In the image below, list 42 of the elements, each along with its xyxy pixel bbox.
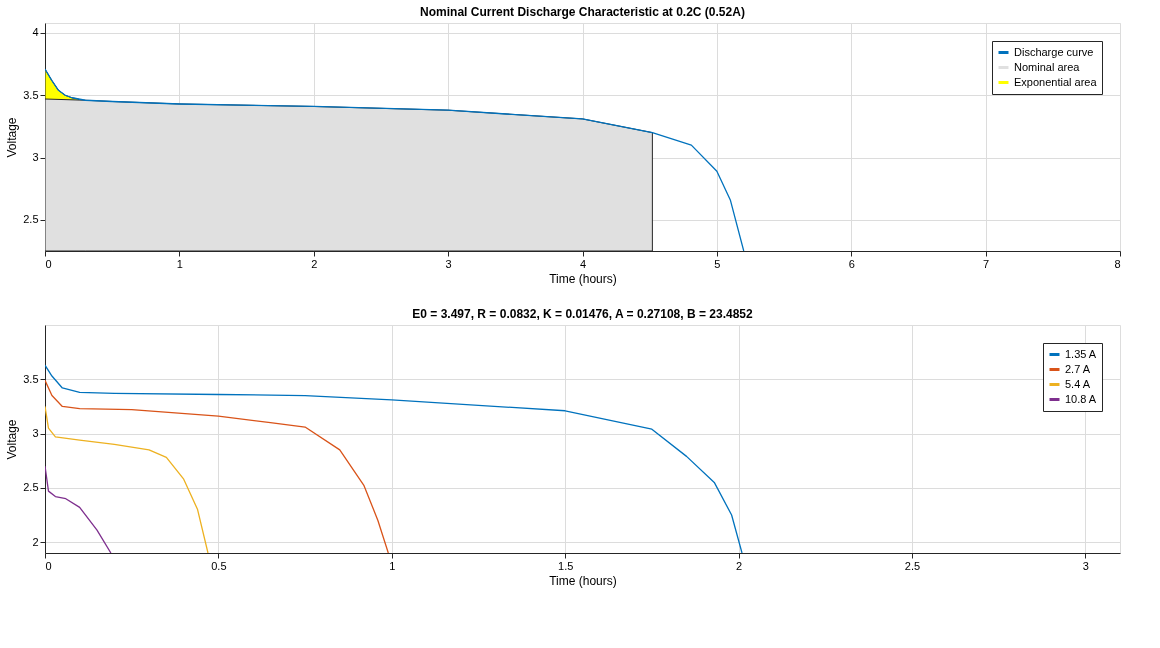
legend-label: 1.35 A	[1065, 347, 1097, 360]
chart-title: E0 = 3.497, R = 0.0832, K = 0.01476, A = 0.27108, B = 23.4852	[412, 307, 753, 321]
y-tick-label: 3.5	[23, 372, 39, 385]
line-series	[45, 405, 209, 553]
y-tick-label: 4	[32, 26, 39, 39]
x-axis-title: Time (hours)	[549, 271, 617, 286]
x-tick-label: 4	[579, 257, 587, 270]
y-tick-label: 2.5	[23, 213, 39, 226]
chart-title: Nominal Current Discharge Characteristic at 0.2C (0.52A)	[420, 5, 745, 19]
x-tick-label: 0	[45, 559, 52, 572]
x-tick-label: 3	[445, 257, 452, 270]
legend-label: 2.7 A	[1065, 362, 1091, 375]
legend-label: 10.8 A	[1065, 392, 1097, 405]
x-tick-label: 0.5	[211, 559, 227, 572]
legend-label: Exponential area	[1014, 75, 1098, 88]
x-tick-label: 3	[1082, 559, 1089, 572]
x-tick-label: 2	[311, 257, 318, 270]
x-tick-label: 5	[714, 257, 721, 270]
x-tick-label: 6	[848, 257, 855, 270]
line-series	[45, 68, 745, 251]
y-tick-label: 3	[32, 427, 39, 440]
x-tick-label: 8	[1114, 257, 1121, 270]
y-tick-label: 3.5	[23, 88, 39, 101]
x-tick-label: 1	[176, 257, 183, 270]
x-tick-label: 1.5	[558, 559, 574, 572]
y-axis-title: Voltage	[5, 419, 20, 460]
x-tick-label: 2	[735, 559, 743, 572]
line-series	[45, 379, 389, 553]
y-tick-label: 3	[32, 151, 39, 164]
x-tick-label: 1	[389, 559, 396, 572]
legend-label: Nominal area	[1014, 60, 1081, 73]
x-tick-label: 0	[45, 257, 52, 270]
line-series	[45, 364, 743, 553]
legend-label: Discharge curve	[1014, 45, 1094, 58]
line-series	[45, 465, 112, 553]
x-tick-label: 7	[983, 257, 990, 270]
y-tick-label: 2	[32, 535, 39, 548]
y-axis-title: Voltage	[5, 117, 20, 158]
x-axis-title: Time (hours)	[549, 573, 617, 588]
x-tick-label: 2.5	[904, 559, 921, 572]
legend-label: 5.4 A	[1065, 377, 1091, 390]
y-tick-label: 2.5	[23, 481, 39, 494]
